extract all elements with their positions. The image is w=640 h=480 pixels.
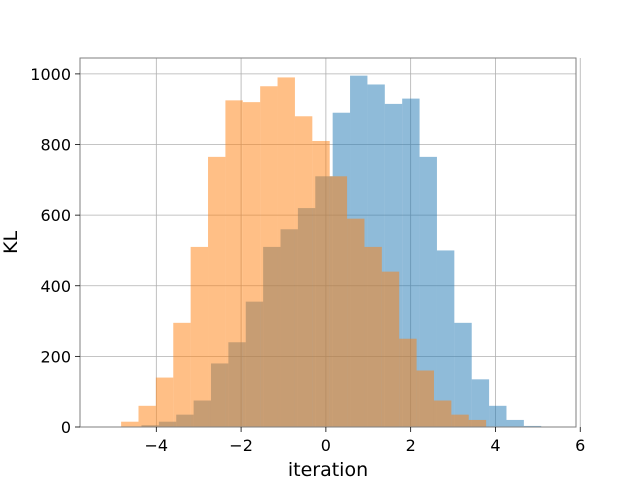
histogram-bar xyxy=(471,379,490,427)
y-tick-label: 400 xyxy=(40,277,71,296)
histogram-bar xyxy=(208,156,226,427)
histogram-bar xyxy=(121,421,139,427)
axis-ticks: −4 −2 0 2 4 6 0 200 400 600 800 1000 xyxy=(30,65,585,455)
histogram-bar xyxy=(381,271,400,427)
x-tick-label: 2 xyxy=(406,436,416,455)
histogram-bar xyxy=(260,86,278,427)
histogram-bar xyxy=(433,400,452,427)
histogram-bar xyxy=(225,100,243,428)
x-tick-label: 6 xyxy=(575,436,585,455)
x-tick-label: −2 xyxy=(229,436,253,455)
histogram-bar xyxy=(138,405,156,427)
histogram-bar xyxy=(155,377,174,427)
histogram-bar xyxy=(242,102,261,427)
histogram-bar xyxy=(523,425,542,427)
histogram-bar xyxy=(454,322,472,427)
x-axis-label: iteration xyxy=(288,459,368,480)
histogram-bar xyxy=(451,414,469,427)
x-tick-label: 0 xyxy=(321,436,331,455)
histogram-bar xyxy=(419,156,437,427)
histogram-bar xyxy=(364,246,382,427)
y-tick-label: 0 xyxy=(61,418,71,437)
y-tick-label: 1000 xyxy=(30,65,71,84)
histogram-bar xyxy=(347,218,365,427)
y-tick-label: 800 xyxy=(40,136,71,155)
y-tick-label: 600 xyxy=(40,206,71,225)
histogram-bar xyxy=(190,246,209,427)
x-tick-label: 4 xyxy=(490,436,500,455)
plot-frame xyxy=(79,57,577,428)
y-tick-label: 200 xyxy=(40,347,71,366)
histogram-bar xyxy=(506,419,524,427)
histogram-bar xyxy=(277,77,295,427)
histogram-bar xyxy=(468,419,487,427)
histogram-bar xyxy=(416,370,434,427)
histogram-bar xyxy=(312,140,330,427)
histogram-bar xyxy=(173,322,191,427)
x-tick-label: −4 xyxy=(145,436,169,455)
histogram-bar xyxy=(489,405,507,427)
histogram-bar xyxy=(436,250,455,427)
histogram-bars xyxy=(121,75,542,428)
histogram-bar xyxy=(399,338,417,427)
histogram-bar xyxy=(329,176,348,427)
y-axis-label: KL xyxy=(0,231,22,254)
series-2 xyxy=(121,77,487,428)
histogram-bar xyxy=(294,116,313,428)
